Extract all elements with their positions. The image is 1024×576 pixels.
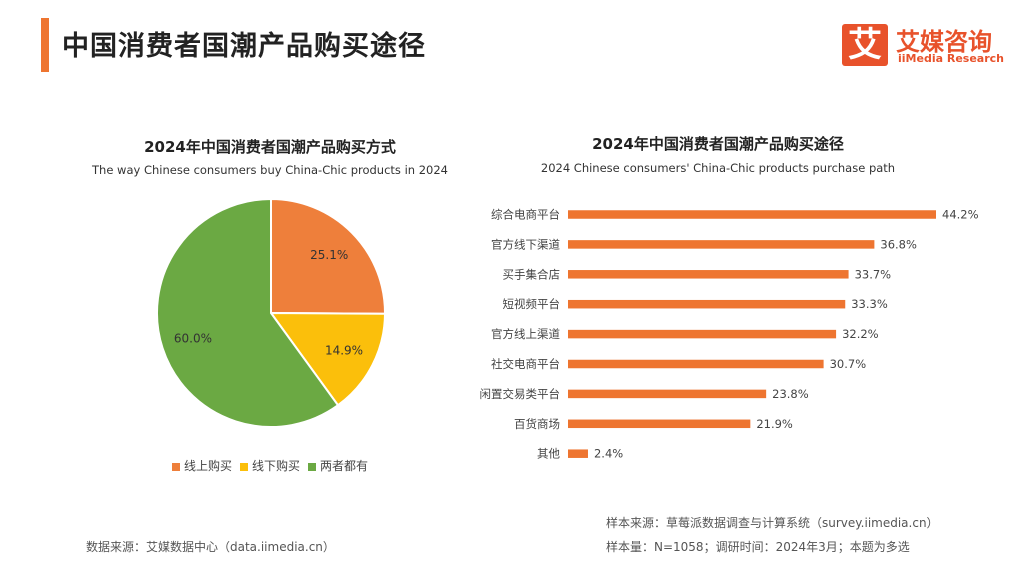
pie-legend-swatch-1	[171, 462, 180, 471]
logo-name-cn: 艾媒咨询	[896, 28, 992, 56]
title-accent-bar	[41, 18, 49, 72]
bar-chart: 综合电商平台 44.2% 官方线下渠道 36.8% 买手集合店 33.7% 短视频平台 33.…	[480, 208, 979, 461]
bar-chart-title: 2024年中国消费者国潮产品购买途径	[592, 135, 844, 153]
bar-category-label-7: 闲置交易类平台	[480, 387, 561, 401]
bar-value-label-5: 32.2%	[842, 327, 879, 341]
pie-legend: 线上购买 线下购买 两者都有	[0, 457, 540, 474]
logo-mark: 艾	[842, 24, 888, 66]
pie-chart-subtitle: The way Chinese consumers buy China-Chic…	[92, 163, 448, 177]
bar-category-label-2: 官方线下渠道	[491, 237, 560, 251]
bar-category-label-9: 其他	[537, 447, 560, 461]
pie-slice-1	[270, 197, 386, 315]
pie-slice-2	[269, 311, 387, 407]
logo-name-en: iiMedia Research	[898, 52, 1004, 65]
bar-value-label-2: 36.8%	[880, 237, 917, 251]
bar-category-label-5: 官方线上渠道	[491, 327, 560, 341]
bar-7	[568, 389, 767, 399]
pie-legend-label-2: 线下购买	[251, 459, 300, 473]
pie-legend-item-3: 两者都有	[308, 457, 368, 474]
bar-1	[568, 210, 936, 219]
pie-chart-title: 2024年中国消费者国潮产品购买方式	[144, 138, 396, 156]
bar-category-label-1: 综合电商平台	[491, 208, 560, 222]
bar-value-label-1: 44.2%	[942, 208, 979, 222]
pie-legend-swatch-2	[239, 462, 248, 471]
bar-category-label-4: 短视频平台	[503, 297, 561, 311]
bar-category-label-6: 社交电商平台	[491, 357, 560, 371]
bar-value-label-8: 21.9%	[756, 417, 793, 431]
bar-2	[568, 240, 875, 249]
sample-source-note: 样本来源：草莓派数据调查与计算系统（survey.iimedia.cn）	[606, 516, 939, 530]
page-title: 中国消费者国潮产品购买途径	[62, 31, 426, 62]
bar-value-label-4: 33.3%	[851, 297, 888, 311]
sample-size-note: 样本量：N=1058；调研时间：2024年3月；本题为多选	[606, 540, 910, 554]
bar-4	[568, 299, 846, 309]
bar-value-label-6: 30.7%	[830, 357, 867, 371]
bar-3	[568, 270, 849, 279]
pie-legend-swatch-3	[308, 462, 316, 471]
pie-slice-label-1: 25.1%	[310, 248, 348, 262]
bar-9	[568, 449, 588, 458]
bar-chart-subtitle: 2024 Chinese consumers' China-Chic produ…	[540, 161, 896, 175]
pie-legend-item-2: 线下购买	[239, 457, 300, 474]
bar-6	[568, 359, 824, 369]
bar-value-label-9: 2.4%	[594, 447, 623, 461]
data-source-note: 数据来源：艾媒数据中心（data.iimedia.cn）	[86, 540, 335, 554]
bar-category-label-3: 买手集合店	[503, 267, 561, 281]
bar-value-label-7: 23.8%	[772, 387, 809, 401]
bar-category-label-8: 百货商场	[514, 417, 560, 431]
pie-legend-label-3: 两者都有	[320, 459, 369, 473]
iimedia-logo: 艾 艾媒咨询 iiMedia Research	[842, 22, 1012, 70]
pie-chart: 25.1% 14.9% 60.0%	[156, 197, 387, 428]
pie-legend-label-1: 线上购买	[183, 459, 232, 473]
bar-8	[568, 419, 751, 429]
pie-legend-item-1: 线上购买	[171, 457, 232, 474]
bar-5	[568, 329, 837, 339]
pie-slice-3	[156, 197, 340, 428]
pie-slice-label-3: 60.0%	[174, 331, 212, 345]
bar-value-label-3: 33.7%	[855, 267, 892, 281]
pie-slice-label-2: 14.9%	[325, 343, 363, 357]
